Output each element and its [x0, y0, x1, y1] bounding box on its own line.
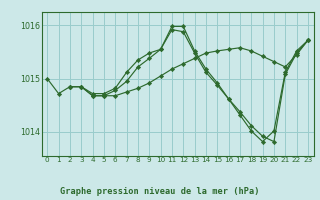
- Text: Graphe pression niveau de la mer (hPa): Graphe pression niveau de la mer (hPa): [60, 187, 260, 196]
